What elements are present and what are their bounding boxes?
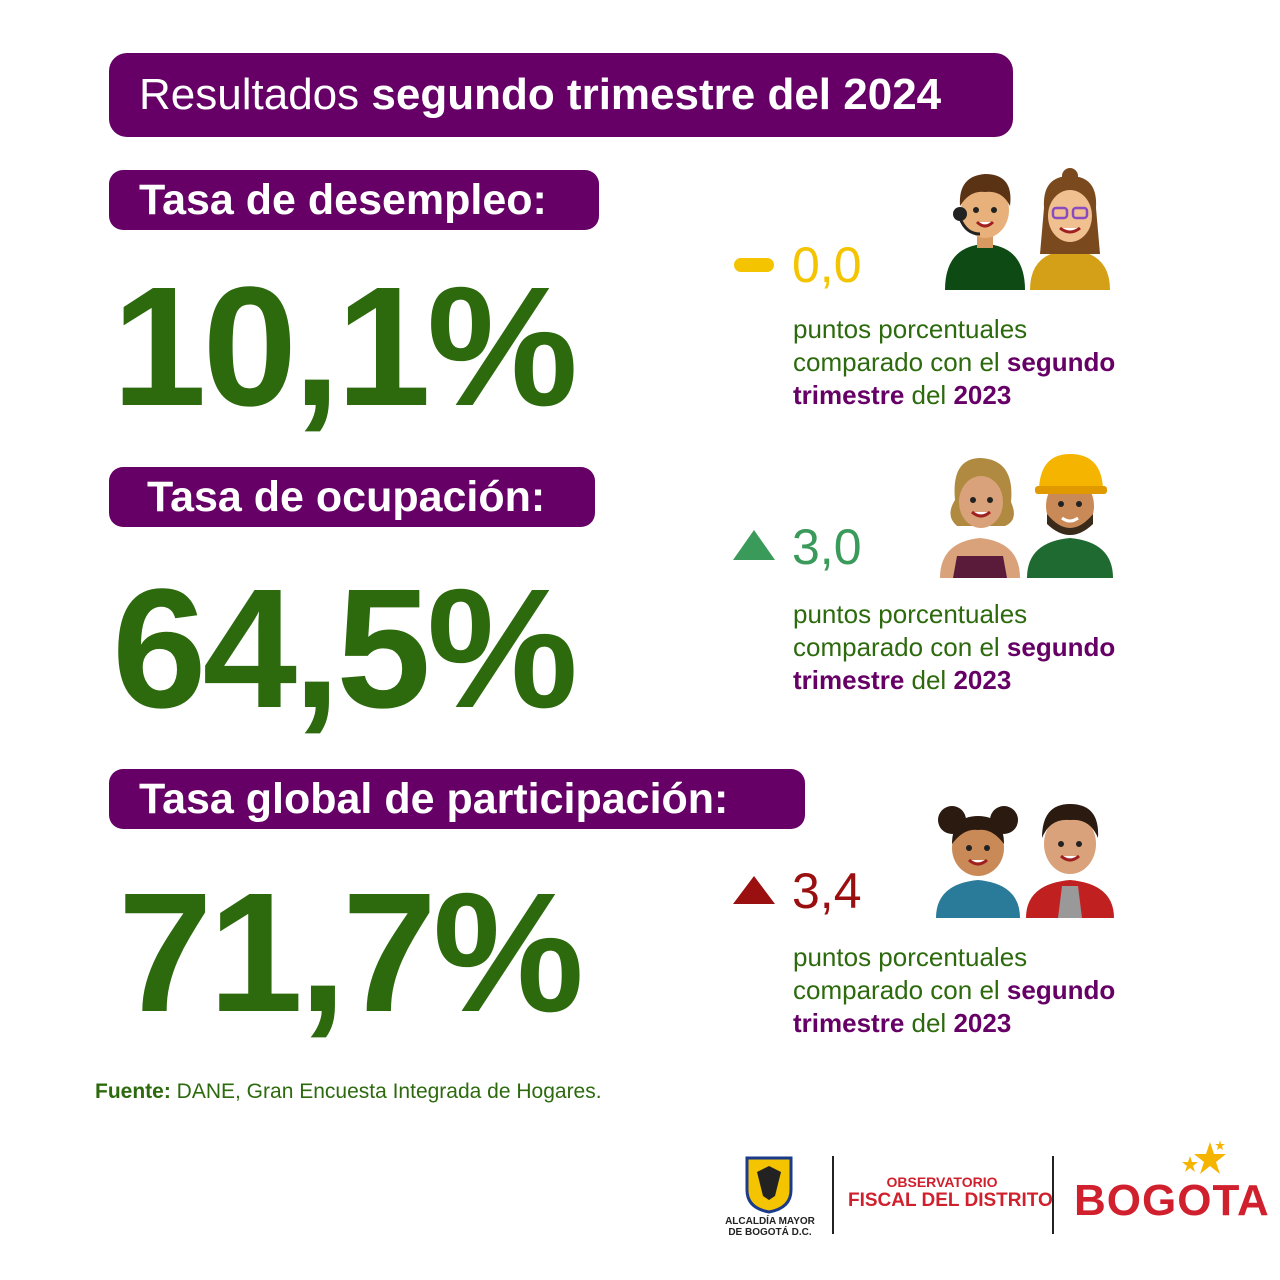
- alcaldia-logo-text: ALCALDÍA MAYOR DE BOGOTÁ D.C.: [722, 1216, 818, 1238]
- triangle-up-icon: [733, 530, 775, 560]
- man-headset-icon: [945, 174, 1025, 290]
- coat-of-arms-logo: [745, 1156, 793, 1214]
- indicator-desc-ocupacion: puntos porcentuales comparado con el seg…: [793, 598, 1193, 697]
- dash-icon: [734, 258, 774, 272]
- people-illustration-1: [945, 168, 1110, 290]
- title-bold: segundo trimestre del 2024: [371, 70, 942, 119]
- observatorio-line: FISCAL DEL DISTRITO: [848, 1190, 1053, 1211]
- woman-curly-icon: [940, 458, 1020, 578]
- people-illustration-3: [936, 804, 1114, 918]
- indicator-change-ocupacion: 3,0: [792, 519, 862, 575]
- observatorio-logo: OBSERVATORIO FISCAL DEL DISTRITO: [848, 1174, 1053, 1212]
- desc-bold: segundo: [1006, 632, 1116, 662]
- girl-buns-icon: [936, 806, 1020, 918]
- source-note: Fuente: DANE, Gran Encuesta Integrada de…: [95, 1080, 602, 1104]
- indicator-value-ocupacion: 64,5%: [112, 554, 578, 744]
- desc-prefix: comparado con el: [793, 632, 1000, 662]
- indicator-label-ocupacion: Tasa de ocupación:: [109, 467, 595, 527]
- desc-bold: trimestre: [793, 665, 905, 695]
- indicator-label-participacion: Tasa global de participación:: [109, 769, 805, 829]
- desc-year: 2023: [953, 1008, 1012, 1038]
- footer-divider: [1052, 1156, 1054, 1234]
- people-illustration-2: [940, 454, 1113, 578]
- indicator-desc-participacion: puntos porcentuales comparado con el seg…: [793, 941, 1193, 1040]
- desc-year: 2023: [953, 380, 1012, 410]
- desc-bold: trimestre: [793, 1008, 905, 1038]
- worker-helmet-icon: [1027, 454, 1113, 578]
- indicator-change-desempleo: 0,0: [792, 237, 862, 293]
- desc-prefix: comparado con el: [793, 347, 1000, 377]
- indicator-value-desempleo: 10,1%: [112, 252, 578, 442]
- source-text: DANE, Gran Encuesta Integrada de Hogares…: [176, 1080, 602, 1103]
- desc-bold: segundo: [1006, 975, 1116, 1005]
- footer-divider: [832, 1156, 834, 1234]
- desc-line: puntos porcentuales: [793, 314, 1028, 344]
- indicator-value-participacion: 71,7%: [118, 858, 584, 1048]
- stars-icon: [1182, 1140, 1226, 1174]
- source-label: Fuente:: [95, 1080, 171, 1103]
- alcaldia-line: DE BOGOTÁ D.C.: [728, 1227, 812, 1238]
- desc-line: puntos porcentuales: [793, 942, 1028, 972]
- desc-mid: del: [911, 665, 947, 695]
- desc-bold: segundo: [1006, 347, 1116, 377]
- desc-mid: del: [911, 1008, 947, 1038]
- desc-bold: trimestre: [793, 380, 905, 410]
- desc-line: puntos porcentuales: [793, 599, 1028, 629]
- indicator-change-participacion: 3,4: [792, 863, 862, 919]
- desc-mid: del: [911, 380, 947, 410]
- desc-year: 2023: [953, 665, 1012, 695]
- boy-plaid-icon: [1026, 804, 1114, 918]
- title-light: Resultados: [139, 70, 360, 119]
- indicator-label-desempleo: Tasa de desempleo:: [109, 170, 599, 230]
- page-title: Resultados segundo trimestre del 2024: [109, 53, 1013, 137]
- bogota-logo: BOGOTA: [1074, 1176, 1270, 1225]
- indicator-desc-desempleo: puntos porcentuales comparado con el seg…: [793, 313, 1193, 412]
- observatorio-line: OBSERVATORIO: [886, 1174, 998, 1190]
- triangle-up-icon: [733, 876, 775, 904]
- woman-glasses-icon: [1030, 168, 1110, 290]
- desc-prefix: comparado con el: [793, 975, 1000, 1005]
- alcaldia-line: ALCALDÍA MAYOR: [725, 1216, 815, 1227]
